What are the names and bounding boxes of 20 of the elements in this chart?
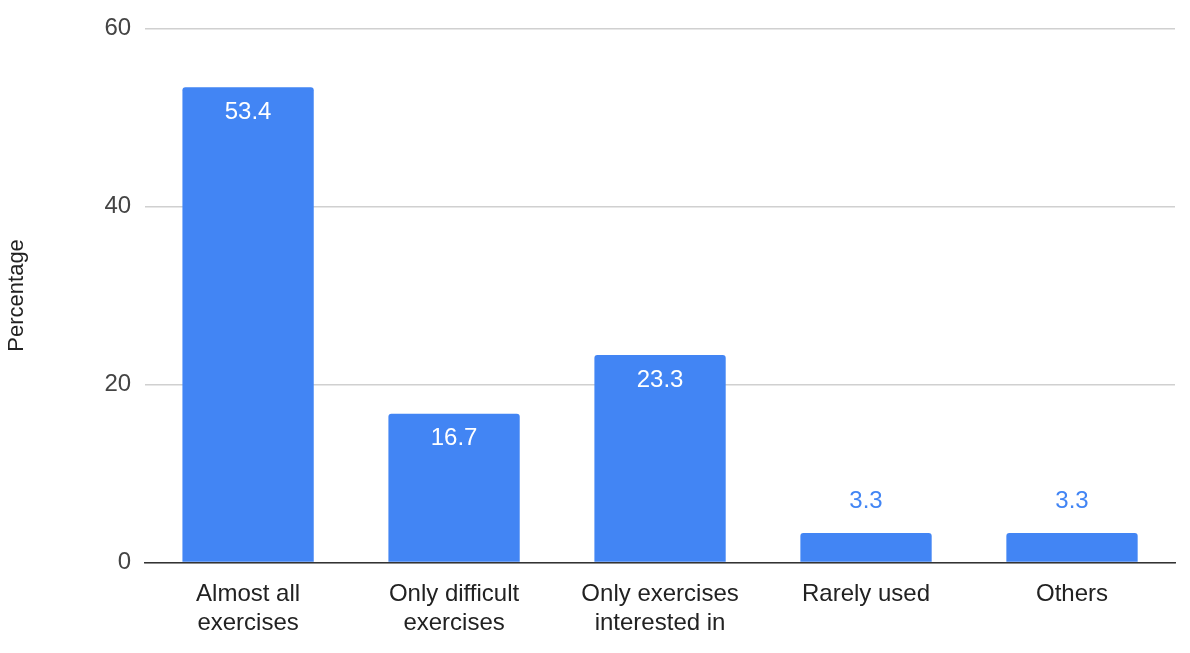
bar [1006,533,1138,562]
bar [594,355,726,562]
x-tick-label: Rarely used [802,579,931,607]
x-tick-label: Others [1035,579,1109,607]
data-label: 3.3 [849,485,883,513]
bar [182,87,314,562]
data-label: 53.4 [224,96,272,124]
y-tick-label: 40 [104,191,132,219]
data-label: 23.3 [636,364,684,392]
y-tick-label: 60 [104,13,132,41]
bar [800,533,932,562]
x-tick-label: Almost all exercises [196,579,301,636]
data-label: 16.7 [430,423,478,451]
bar [388,413,520,562]
y-axis-title: Percentage [3,239,29,352]
x-tick-label: Only difficult exercises [388,579,520,636]
y-tick-label: 20 [104,369,132,397]
y-tick-label: 0 [117,547,132,575]
data-label: 3.3 [1055,485,1089,513]
x-tick-label: Only exercises interested in [581,579,739,636]
